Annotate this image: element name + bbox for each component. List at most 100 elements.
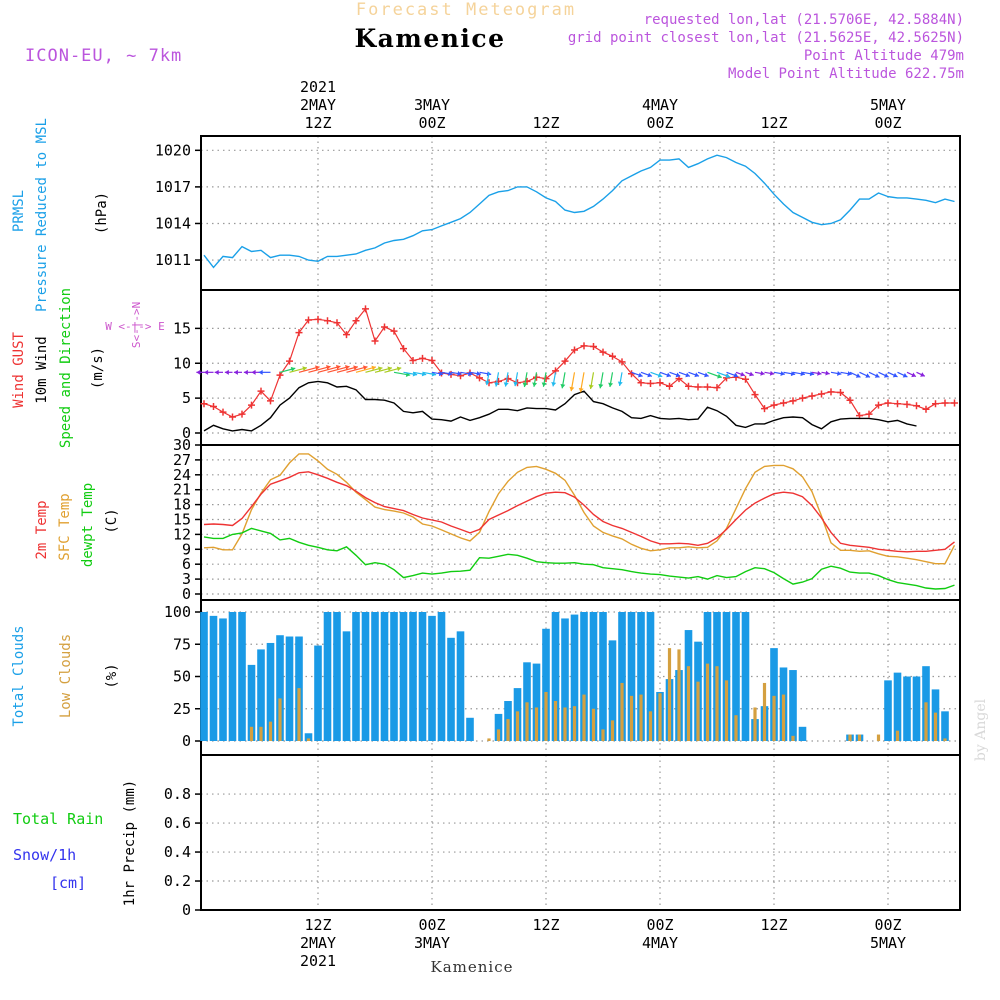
top-time-text: 12Z xyxy=(532,114,559,132)
gust-marker xyxy=(371,337,379,345)
dewpoint-line xyxy=(203,527,955,590)
bottom-time-text: 00Z xyxy=(874,916,901,934)
wind-arrow-head xyxy=(302,366,307,372)
pressure-ylabel-2: Pressure Reduced to MSL xyxy=(34,118,50,312)
wind-arrow-head xyxy=(377,366,383,372)
point-altitude: Point Altitude 479m xyxy=(804,48,964,64)
total-cloud-bar xyxy=(418,612,427,741)
total-cloud-bar xyxy=(732,612,740,741)
top-time-text: 3MAY xyxy=(414,96,450,114)
gust-marker xyxy=(742,375,749,383)
low-cloud-bar xyxy=(667,648,672,741)
wind-arrow-head xyxy=(902,372,908,378)
gust-marker xyxy=(286,357,293,365)
wind-arrow-head xyxy=(817,370,822,376)
low-cloud-bar xyxy=(306,738,311,741)
ytick-label: 1020 xyxy=(155,141,191,159)
t2m-ylabel: 2m Temp xyxy=(34,500,50,559)
total-cloud-bar xyxy=(342,631,351,741)
top-time-text: 00Z xyxy=(874,114,901,132)
wind10-ylabel: 10m Wind xyxy=(34,336,50,403)
ytick-label: 0 xyxy=(182,585,191,603)
ytick-label: 0 xyxy=(182,424,191,442)
total-cloud-bar xyxy=(247,664,256,741)
gust-marker xyxy=(200,400,208,408)
total-cloud-bar xyxy=(219,618,227,741)
wind-arrow-head xyxy=(362,365,368,371)
ytick-label: 1017 xyxy=(155,178,191,196)
wind-arrow-head xyxy=(484,380,490,386)
ytick-label: 50 xyxy=(173,668,191,686)
gust-marker xyxy=(789,397,797,405)
gust-marker xyxy=(799,394,806,402)
gust-marker xyxy=(894,400,901,408)
wind-arrow-head xyxy=(725,373,731,379)
ytick-label: 12 xyxy=(173,525,191,543)
gust-marker xyxy=(248,401,255,409)
bottom-time-text: 3MAY xyxy=(414,934,450,952)
gust-marker xyxy=(903,400,911,408)
wind-arrow-head xyxy=(476,371,481,376)
gust-marker xyxy=(542,375,550,383)
low-cloud-bar xyxy=(496,729,501,741)
gust-marker xyxy=(913,402,920,410)
model-label: ICON-EU, ~ 7km xyxy=(25,46,182,66)
total-cloud-bar xyxy=(409,612,417,741)
bottom-time-label: 12Z xyxy=(760,916,787,934)
ytick-label: 9 xyxy=(182,540,191,558)
low-cloud-bar xyxy=(876,734,881,741)
sfc-ylabel: SFC Temp xyxy=(57,493,73,560)
gust-marker xyxy=(504,375,512,383)
wind-arrow-head xyxy=(457,371,462,376)
low-cloud-bar xyxy=(753,707,757,741)
low-cloud-bar xyxy=(249,726,254,741)
gust-marker xyxy=(875,401,882,409)
product-title: Forecast Meteogram xyxy=(356,0,576,20)
wind-arrow-head xyxy=(749,371,754,377)
low-cloud-bar xyxy=(848,734,852,741)
gust-marker xyxy=(343,331,350,339)
total-cloud-bar xyxy=(741,612,750,741)
low-cloud-bar xyxy=(601,729,605,741)
gust-marker xyxy=(837,389,844,397)
gust-marker xyxy=(656,379,664,387)
top-time-text: 5MAY xyxy=(870,96,906,114)
clouds-ylabel: Total Clouds Low Clouds (%) xyxy=(11,625,120,726)
total-cloud-bar xyxy=(912,676,921,741)
wind-arrow-head xyxy=(233,369,238,375)
ytick-label: 30 xyxy=(173,436,191,454)
wind-arrow-head xyxy=(911,372,916,378)
wind-arrow-head xyxy=(800,371,805,377)
total-cloud-bar xyxy=(352,612,360,741)
gust-marker xyxy=(295,329,303,337)
ytick-label: 21 xyxy=(173,481,191,499)
pressure-line xyxy=(203,154,955,269)
wind-arrow-head xyxy=(438,371,444,377)
bottom-time-text: 00Z xyxy=(418,916,445,934)
gust-marker xyxy=(305,316,312,324)
pressure-ylabel: PRMSL Pressure Reduced to MSL (hPa) xyxy=(11,118,110,312)
wind-arrow-head xyxy=(503,382,509,387)
top-time-text: 2MAY xyxy=(300,96,336,114)
wind-arrow-head xyxy=(666,372,671,378)
total-cloud-bar xyxy=(893,672,902,741)
ytick-label: 100 xyxy=(164,603,191,621)
top-time-label: 12Z xyxy=(532,114,559,132)
wind-arrow-head xyxy=(335,364,341,370)
wind-arrow-head xyxy=(353,365,358,371)
panel-pressure: 1011 1014 1017 1020 xyxy=(155,135,961,291)
low-cloud-bar xyxy=(943,738,947,741)
ytick-label: 1011 xyxy=(155,251,191,269)
low-cloud-bar xyxy=(924,702,928,741)
low-cloud-bar xyxy=(553,701,558,741)
total-cloud-bar xyxy=(589,612,598,741)
wind-arrow-head xyxy=(769,370,775,376)
dew-ylabel: dewpt Temp xyxy=(80,483,96,567)
total-cloud-bar xyxy=(608,640,617,741)
panel-frame xyxy=(200,135,961,291)
